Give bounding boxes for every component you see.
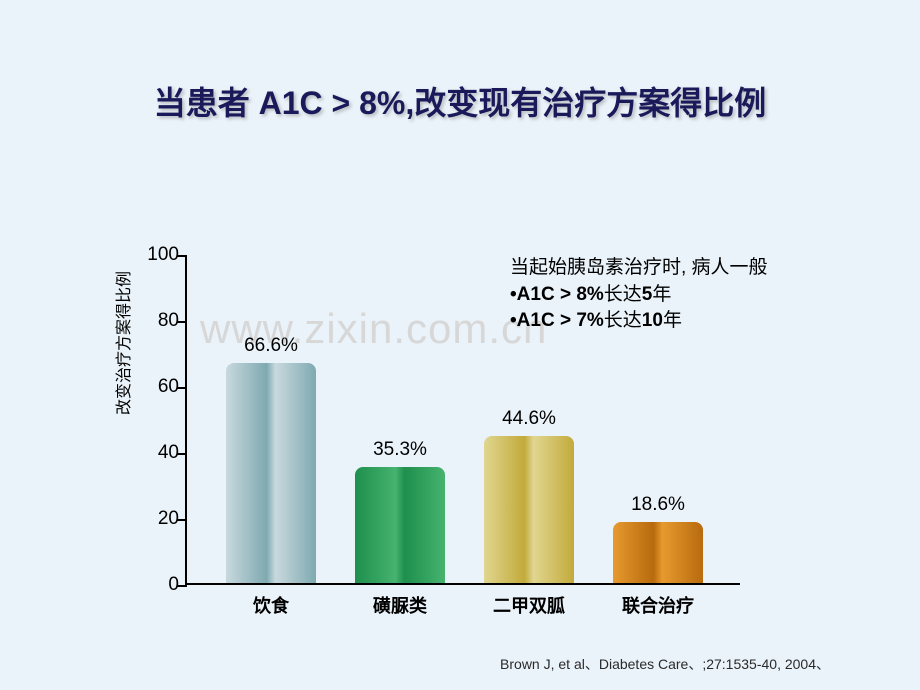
bullet-1-rest: 长达 bbox=[604, 284, 642, 305]
y-tick-label: 60 bbox=[139, 376, 179, 398]
bullet-1-bold: •A1C > 8% bbox=[510, 284, 604, 305]
y-tick-label: 100 bbox=[139, 244, 179, 266]
bar-value-label: 18.6% bbox=[608, 494, 708, 516]
bullet-2-bold: •A1C > 7% bbox=[510, 310, 604, 331]
bar bbox=[484, 436, 574, 583]
bullet-2-rest: 长达 bbox=[604, 310, 642, 331]
bar-value-label: 35.3% bbox=[350, 439, 450, 461]
y-axis-label: 改变治疗方案得比例 bbox=[110, 271, 134, 415]
bar bbox=[613, 522, 703, 583]
y-tick-label: 0 bbox=[139, 574, 179, 596]
info-text-box: 当起始胰岛素治疗时, 病人一般 •A1C > 8%长达5年 •A1C > 7%长… bbox=[510, 255, 768, 335]
x-category-label: 磺脲类 bbox=[345, 592, 455, 618]
bar-value-label: 44.6% bbox=[479, 408, 579, 430]
bar bbox=[226, 363, 316, 583]
bullet-2-unit: 年 bbox=[663, 310, 682, 331]
bullet-2-num: 10 bbox=[642, 310, 663, 331]
y-tick-label: 80 bbox=[139, 310, 179, 332]
info-bullet-1: •A1C > 8%长达5年 bbox=[510, 282, 768, 309]
slide-title: 当患者 A1C > 8%,改变现有治疗方案得比例 bbox=[0, 78, 920, 124]
citation-text: Brown J, et al、Diabetes Care、;27:1535-40… bbox=[500, 654, 830, 674]
info-bullet-2: •A1C > 7%长达10年 bbox=[510, 308, 768, 335]
bar-value-label: 66.6% bbox=[221, 335, 321, 357]
bullet-1-unit: 年 bbox=[652, 284, 671, 305]
info-line-1: 当起始胰岛素治疗时, 病人一般 bbox=[510, 255, 768, 282]
x-category-label: 二甲双胍 bbox=[474, 592, 584, 618]
y-tick-label: 40 bbox=[139, 442, 179, 464]
x-category-label: 联合治疗 bbox=[603, 592, 713, 618]
bullet-1-num: 5 bbox=[642, 284, 653, 305]
x-category-label: 饮食 bbox=[216, 592, 326, 618]
y-tick-label: 20 bbox=[139, 508, 179, 530]
bar bbox=[355, 467, 445, 583]
